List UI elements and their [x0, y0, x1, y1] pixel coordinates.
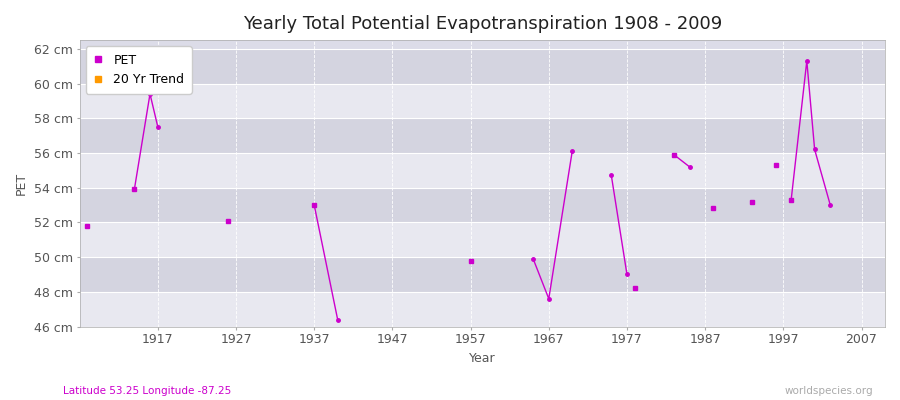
Legend: PET, 20 Yr Trend: PET, 20 Yr Trend: [86, 46, 192, 94]
Bar: [79, 153, 885, 188]
Bar: [79, 49, 885, 84]
Bar: [79, 222, 885, 257]
Bar: [79, 118, 885, 153]
Bar: [79, 188, 885, 222]
Text: Latitude 53.25 Longitude -87.25: Latitude 53.25 Longitude -87.25: [63, 386, 231, 396]
Text: worldspecies.org: worldspecies.org: [785, 386, 873, 396]
X-axis label: Year: Year: [469, 352, 496, 365]
Bar: [79, 84, 885, 118]
Bar: [79, 292, 885, 326]
Title: Yearly Total Potential Evapotranspiration 1908 - 2009: Yearly Total Potential Evapotranspiratio…: [243, 15, 722, 33]
Bar: [79, 257, 885, 292]
Y-axis label: PET: PET: [15, 172, 28, 195]
